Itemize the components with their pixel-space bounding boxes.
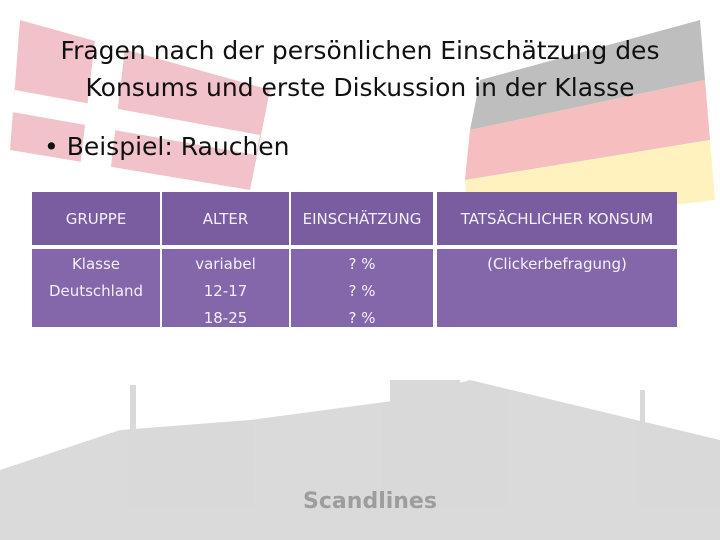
header-cell: TATSÄCHLICHER KONSUM [437, 192, 677, 245]
bullet-text: Beispiel: Rauchen [66, 132, 290, 161]
cell-line: variabel [195, 255, 256, 273]
ship [0, 380, 720, 540]
header-cell: ALTER [162, 192, 289, 245]
title-line: Fragen nach der persönlichen Einschätzun… [60, 36, 660, 65]
title: Fragen nach der persönlichen Einschätzun… [0, 32, 720, 106]
bullet: • Beispiel: Rauchen [44, 132, 290, 161]
cell-line: Deutschland [48, 282, 144, 300]
cell-line: 18-25 [203, 309, 248, 327]
table-cell: ? % ? % ? % [291, 249, 433, 327]
cell-line: ? % [348, 282, 376, 300]
cell-line: ? % [348, 255, 376, 273]
cell-line: Klasse [71, 255, 121, 273]
table-cell: (Clickerbefragung) [437, 249, 677, 327]
cell-line: ? % [348, 309, 376, 327]
cell-line: 12-17 [203, 282, 248, 300]
title-line: Konsums und erste Diskussion in der Klas… [85, 73, 635, 102]
ship-label: Scandlines [303, 489, 437, 514]
table-cell: variabel 12-17 18-25 [162, 249, 289, 327]
header-cell: GRUPPE [32, 192, 160, 245]
header-cell: EINSCHÄTZUNG [291, 192, 433, 245]
cell-line: (Clickerbefragung) [487, 255, 627, 273]
table-cell: Klasse Deutschland [32, 249, 160, 327]
danish-flag [10, 20, 270, 190]
